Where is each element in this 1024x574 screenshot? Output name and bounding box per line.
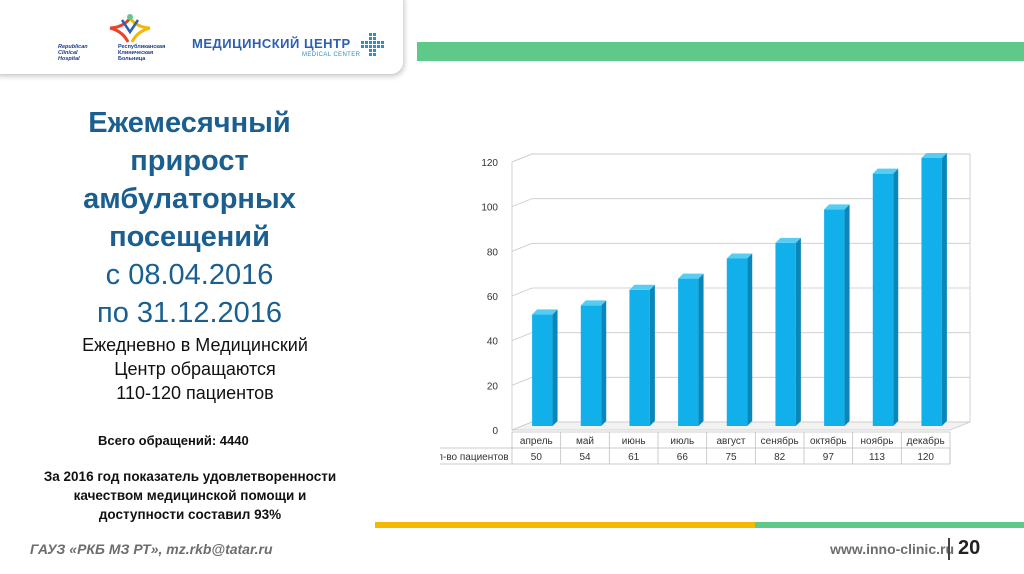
- bar: [580, 305, 602, 426]
- x-tick-label: июнь: [622, 436, 646, 447]
- y-tick-label: 20: [487, 381, 499, 392]
- total-visits: Всего обращений: 4440: [98, 433, 249, 448]
- footer-separator: [948, 538, 950, 560]
- bar-side: [747, 253, 753, 426]
- y-tick-label: 120: [481, 158, 498, 169]
- bar-top: [921, 153, 947, 158]
- cross-icon: [361, 33, 384, 56]
- medical-center-logo: МЕДИЦИНСКИЙ ЦЕНТР MEDICAL CENTER: [192, 33, 392, 66]
- bar-top: [532, 309, 558, 315]
- gridline: [511, 198, 970, 208]
- rcb-logo-icon: [109, 14, 151, 43]
- bottom-bar-green: [755, 522, 1024, 528]
- title-line-2: прирост: [130, 145, 249, 177]
- bottom-bar-white: [0, 522, 375, 528]
- bar-top: [580, 300, 607, 306]
- bar-top: [726, 253, 753, 259]
- bar-top: [678, 273, 704, 279]
- x-tick-label: август: [717, 436, 746, 447]
- bar-side: [601, 300, 607, 426]
- rcb-logo-en: Republican Clinical Hospital: [58, 44, 88, 62]
- x-tick-label: декабрь: [907, 435, 945, 447]
- title-line-3: амбулаторных: [83, 183, 296, 215]
- bar-side: [649, 284, 655, 426]
- x-tick-label: ноябрь: [861, 435, 894, 447]
- x-tick-label: май: [576, 436, 594, 447]
- bar-chart: 0 20 40 60 80 100 120 апрель май июнь июль август се…: [440, 153, 971, 465]
- data-label: 66: [677, 452, 689, 463]
- y-tick-label: 80: [487, 247, 499, 258]
- bar: [872, 173, 894, 426]
- title-line-6: по 31.12.2016: [96, 297, 283, 329]
- x-tick-label: июль: [670, 436, 694, 447]
- data-label: 82: [774, 452, 786, 463]
- x-tick-label: сенябрь: [761, 435, 799, 447]
- gridline: [511, 376, 970, 386]
- bottom-bar-yellow: [375, 522, 755, 528]
- medical-center-logo-sub: MEDICAL CENTER: [302, 52, 361, 58]
- y-tick-label: 0: [492, 426, 498, 437]
- title-line-4: посещений: [109, 221, 270, 253]
- medical-center-logo-main: МЕДИЦИНСКИЙ ЦЕНТР: [192, 36, 351, 51]
- data-label: 61: [628, 452, 640, 463]
- satisfaction-line-1: За 2016 год показатель удовлетворенности: [43, 469, 337, 484]
- data-label: 75: [725, 452, 737, 463]
- rcb-logo-ru: Республиканская Клиническая Больница: [118, 44, 166, 62]
- bar-side: [893, 168, 899, 426]
- gridline: [511, 242, 970, 252]
- bar: [824, 209, 845, 426]
- satisfaction-line-3: доступности составил 93%: [98, 507, 282, 522]
- data-label: 113: [869, 452, 885, 463]
- bar-top: [872, 168, 899, 174]
- rcb-logo: Republican Clinical Hospital Республикан…: [58, 14, 188, 66]
- daily-line-1: Ежедневно в Медицинский: [82, 335, 308, 355]
- gridline: [511, 153, 970, 163]
- x-tick-label: апрель: [520, 436, 553, 447]
- gridline: [511, 332, 970, 342]
- satisfaction-line-2: качеством медицинской помощи и: [73, 488, 307, 503]
- bottom-accent-bar: [0, 522, 1024, 528]
- y-tick-label: 60: [487, 292, 499, 303]
- daily-line-3: 110-120 пациентов: [116, 383, 274, 403]
- daily-line-2: Центр обращаются: [114, 359, 276, 379]
- bar-side: [698, 273, 704, 426]
- bar: [678, 278, 699, 426]
- bar-side: [552, 309, 558, 426]
- data-label: 97: [823, 452, 835, 463]
- bar: [921, 158, 942, 426]
- legend-label: Кол-во пациентов: [440, 452, 509, 463]
- bar: [775, 242, 796, 426]
- slide-title: Ежемесячный прирост амбулаторных посещен…: [52, 104, 327, 332]
- bar: [532, 314, 553, 426]
- title-line-5: с 08.04.2016: [105, 259, 274, 291]
- bar-side: [795, 237, 801, 426]
- data-label: 50: [531, 452, 543, 463]
- bar-top: [824, 204, 850, 210]
- y-tick-label: 100: [481, 203, 498, 214]
- bar-side: [844, 204, 850, 426]
- satisfaction-text: За 2016 год показатель удовлетворенности…: [5, 467, 375, 524]
- title-line-1: Ежемесячный: [88, 107, 291, 139]
- header-card: [0, 0, 403, 74]
- top-accent-bar: [417, 42, 1024, 61]
- y-tick-label: 40: [487, 337, 499, 348]
- x-tick-label: октябрь: [810, 435, 847, 447]
- bar: [629, 289, 650, 426]
- page-number: 20: [958, 537, 981, 559]
- footer-organization: ГАУЗ «РКБ МЗ РТ», mz.rkb@tatar.ru: [30, 541, 273, 557]
- gridline: [511, 287, 970, 297]
- bar-top: [775, 237, 801, 243]
- data-label: 120: [917, 452, 934, 463]
- bar-top: [629, 284, 655, 290]
- bar: [726, 258, 748, 426]
- daily-patients-text: Ежедневно в Медицинский Центр обращаются…: [30, 333, 360, 405]
- bar-side: [941, 153, 947, 426]
- footer-website-link[interactable]: www.inno-clinic.ru: [830, 541, 954, 557]
- data-label: 54: [579, 452, 591, 463]
